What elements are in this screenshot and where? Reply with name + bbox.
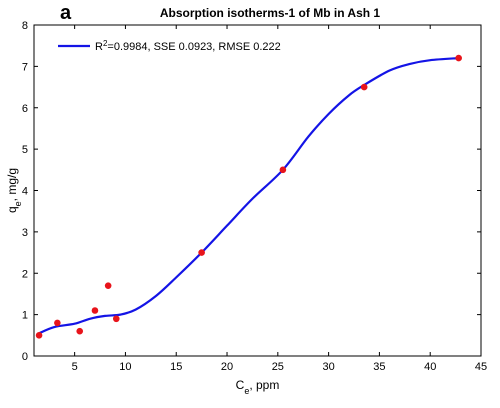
data-point — [91, 307, 99, 314]
legend-r: R — [95, 41, 103, 53]
panel-label: a — [60, 2, 72, 24]
y-tick-label: 2 — [22, 268, 28, 280]
x-tick-label: 40 — [424, 361, 436, 373]
y-tick-label: 6 — [22, 103, 28, 115]
y-label-suffix: , mg/g — [5, 168, 19, 201]
legend-label: R2=0.9984, SSE 0.0923, RMSE 0.222 — [95, 39, 281, 54]
x-tick-label: 25 — [272, 361, 284, 373]
x-tick-label: 30 — [322, 361, 334, 373]
axis-ticks — [34, 24, 482, 357]
x-label-suffix: , ppm — [249, 378, 279, 392]
y-tick-label: 3 — [22, 227, 28, 239]
y-tick-label: 7 — [22, 61, 28, 73]
legend-stats: =0.9984, SSE 0.0923, RMSE 0.222 — [107, 41, 280, 53]
x-axis-label: Ce, ppm — [236, 378, 280, 396]
data-point — [198, 249, 205, 256]
x-tick-label: 20 — [221, 361, 233, 373]
x-tick-label: 5 — [72, 361, 78, 373]
y-tick-label: 5 — [22, 144, 28, 156]
x-tick-label: 45 — [475, 361, 487, 373]
x-tick-labels: 5 10 15 20 25 30 35 40 45 — [72, 361, 488, 373]
y-label-base: q — [5, 206, 19, 213]
x-label-sub: e — [244, 386, 249, 396]
data-points — [35, 54, 462, 339]
y-tick-label: 0 — [22, 351, 28, 363]
data-point — [76, 327, 84, 335]
y-axis-label: qe, mg/g — [5, 168, 23, 213]
y-label-sub: e — [13, 201, 23, 206]
legend: R2=0.9984, SSE 0.0923, RMSE 0.222 — [58, 39, 281, 54]
data-point — [54, 319, 61, 327]
x-tick-label: 15 — [170, 361, 182, 373]
x-label-base: C — [236, 378, 245, 392]
chart-title: Absorption isotherms-1 of Mb in Ash 1 — [159, 6, 381, 20]
data-point — [112, 315, 120, 323]
legend-r-sup: 2 — [103, 39, 108, 48]
data-point — [279, 166, 287, 174]
data-point — [35, 332, 43, 339]
y-tick-labels: 0 1 2 3 4 5 6 7 8 — [22, 20, 28, 363]
data-point — [360, 83, 368, 91]
y-tick-label: 8 — [22, 20, 28, 32]
y-tick-label: 4 — [22, 186, 28, 198]
fit-curve — [38, 57, 459, 335]
data-point — [455, 54, 462, 62]
y-tick-label: 1 — [22, 310, 28, 322]
data-point — [104, 282, 112, 289]
plot-frame — [33, 24, 482, 357]
x-tick-label: 35 — [373, 361, 385, 373]
x-tick-label: 10 — [119, 361, 131, 373]
